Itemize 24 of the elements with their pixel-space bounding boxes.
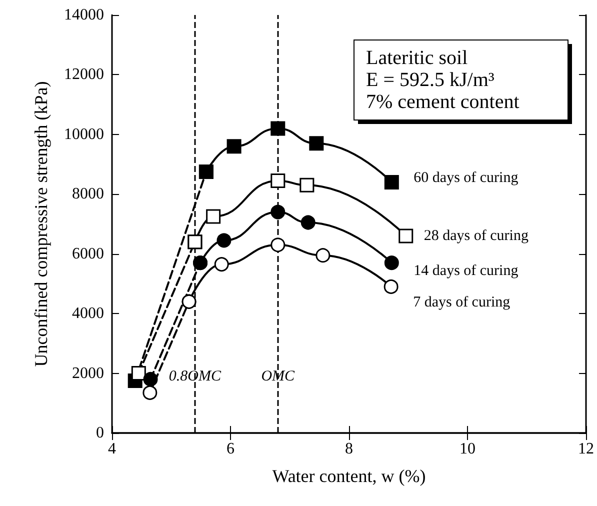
series-label: 7 days of curing: [413, 294, 511, 311]
y-tick-label: 14000: [64, 6, 104, 24]
series-label: 28 days of curing: [424, 228, 529, 244]
x-tick-label: 10: [460, 440, 476, 458]
x-axis-title: Water content, w (%): [272, 466, 426, 486]
annotation: Lateritic soil: [366, 47, 468, 69]
annotation: E = 592.5 kJ/m³: [366, 69, 494, 91]
y-tick-label: 12000: [64, 66, 104, 84]
y-tick-label: 4000: [72, 305, 104, 322]
y-tick-label: 10000: [64, 126, 104, 143]
y-tick-label: 2000: [72, 364, 104, 382]
ref-line-label: OMC: [261, 368, 296, 385]
y-tick-label: 8000: [72, 186, 104, 203]
y-tick-label: 6000: [72, 245, 104, 262]
x-tick-label: 8: [345, 440, 353, 458]
y-tick-label: 0: [96, 424, 104, 442]
series-label: 14 days of curing: [414, 262, 519, 279]
x-tick-label: 6: [226, 440, 234, 458]
ref-line-label: 0.8OMC: [168, 368, 222, 385]
annotation: 7% cement content: [366, 91, 520, 113]
x-tick-label: 4: [108, 440, 116, 458]
y-axis-title: Unconfined compressive strength (kPa): [31, 81, 51, 367]
series-label: 60 days of curing: [414, 170, 519, 186]
x-tick-label: 12: [578, 440, 594, 458]
